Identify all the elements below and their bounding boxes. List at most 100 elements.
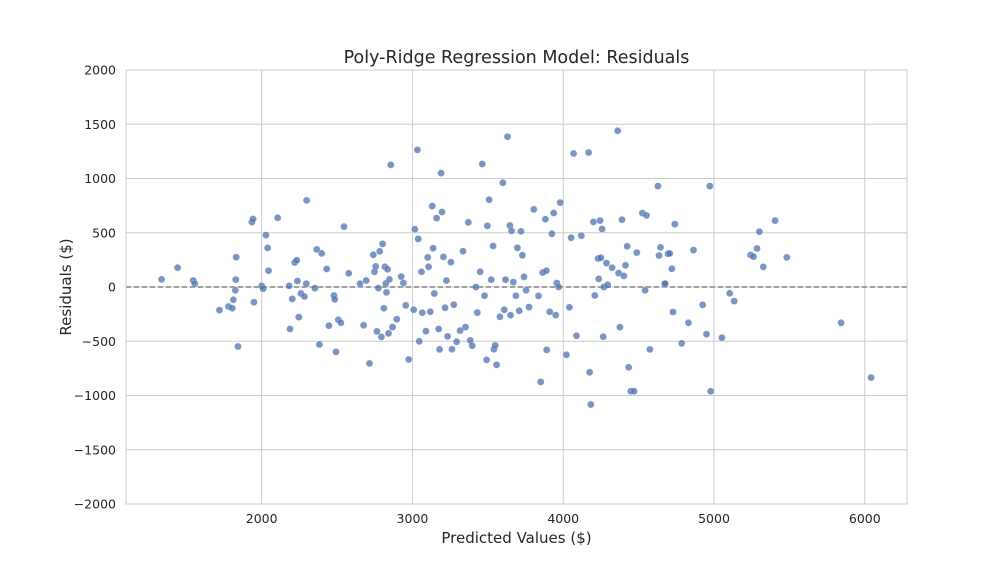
data-point [376, 247, 384, 256]
data-point [556, 198, 564, 207]
data-point [340, 222, 348, 231]
data-point [618, 215, 626, 224]
data-point [318, 249, 326, 258]
data-point [443, 332, 452, 341]
data-point [385, 275, 394, 284]
data-point [599, 333, 607, 341]
data-point [513, 244, 522, 252]
data-point [718, 334, 726, 342]
data-point [264, 267, 273, 275]
data-point [608, 264, 616, 272]
data-point [356, 280, 364, 288]
data-point [442, 276, 451, 285]
data-point [515, 307, 523, 315]
data-point [293, 256, 301, 264]
x-tick-label: 5000 [698, 511, 730, 526]
data-point [641, 286, 649, 294]
x-tick-labels: 2000 3000 4000 5000 6000 [246, 511, 881, 526]
data-point [537, 378, 545, 386]
data-point [365, 359, 374, 368]
data-point [473, 308, 481, 317]
data-point [616, 323, 624, 331]
y-tick-label: 500 [92, 225, 116, 240]
data-point [499, 179, 507, 187]
data-point [262, 231, 270, 239]
data-point [598, 225, 606, 233]
x-tick-label: 6000 [849, 511, 881, 526]
y-tick-label: −1500 [74, 442, 116, 457]
data-point [491, 341, 499, 350]
data-point [604, 281, 612, 289]
y-tick-labels: −2000 −1500 −1000 −500 0 500 1000 1500 2000 [74, 63, 116, 512]
x-axis-title: Predicted Values ($) [441, 529, 591, 547]
data-point [397, 272, 405, 281]
data-point [288, 295, 296, 303]
data-point [837, 319, 845, 327]
data-point [377, 333, 386, 341]
data-point [405, 355, 413, 364]
data-point [302, 196, 311, 205]
data-point [625, 363, 633, 371]
data-point [517, 227, 525, 236]
data-point [422, 327, 430, 335]
data-point [441, 304, 449, 312]
data-point [383, 265, 392, 273]
data-point [496, 313, 504, 321]
data-point [783, 253, 791, 262]
data-point [424, 263, 433, 271]
data-point [173, 264, 182, 272]
data-point [369, 251, 377, 259]
y-tick-label: −2000 [74, 497, 116, 512]
data-point [380, 304, 388, 312]
data-point [414, 235, 422, 243]
data-point [730, 297, 738, 305]
data-point [447, 258, 455, 266]
data-point [426, 308, 434, 316]
data-point [417, 268, 426, 276]
data-point [413, 146, 422, 154]
data-point [373, 327, 381, 336]
data-point [438, 208, 446, 216]
data-point [656, 243, 665, 252]
data-point [231, 286, 240, 294]
data-point [295, 313, 303, 321]
data-point [450, 301, 458, 309]
data-point [654, 182, 662, 190]
data-point [706, 182, 714, 190]
data-point [587, 400, 595, 409]
data-point [415, 337, 423, 345]
data-point [589, 218, 598, 226]
data-point [313, 245, 321, 254]
data-point [337, 319, 345, 327]
data-point [411, 225, 419, 233]
data-point [435, 325, 443, 333]
data-point [229, 296, 238, 304]
data-point [459, 247, 467, 255]
data-point [325, 322, 333, 330]
data-point [480, 292, 489, 300]
data-point [429, 244, 437, 252]
data-point [315, 340, 324, 349]
data-point [530, 205, 538, 214]
data-point [584, 148, 593, 157]
data-point [546, 308, 554, 316]
data-point [285, 282, 293, 290]
data-point [548, 230, 556, 238]
data-point [552, 311, 560, 319]
data-point [591, 291, 599, 300]
data-point [614, 127, 622, 135]
data-point [621, 261, 630, 269]
y-tick-label: 0 [108, 280, 116, 295]
data-point [569, 149, 578, 158]
plot-frame [125, 69, 908, 505]
data-point [286, 325, 294, 333]
data-point [234, 342, 242, 351]
data-point [274, 214, 282, 222]
data-point [476, 268, 484, 276]
data-point [726, 289, 734, 297]
data-point [597, 254, 605, 262]
data-point [630, 387, 638, 395]
data-point [620, 272, 628, 280]
data-point [464, 218, 472, 227]
data-point [332, 348, 340, 356]
